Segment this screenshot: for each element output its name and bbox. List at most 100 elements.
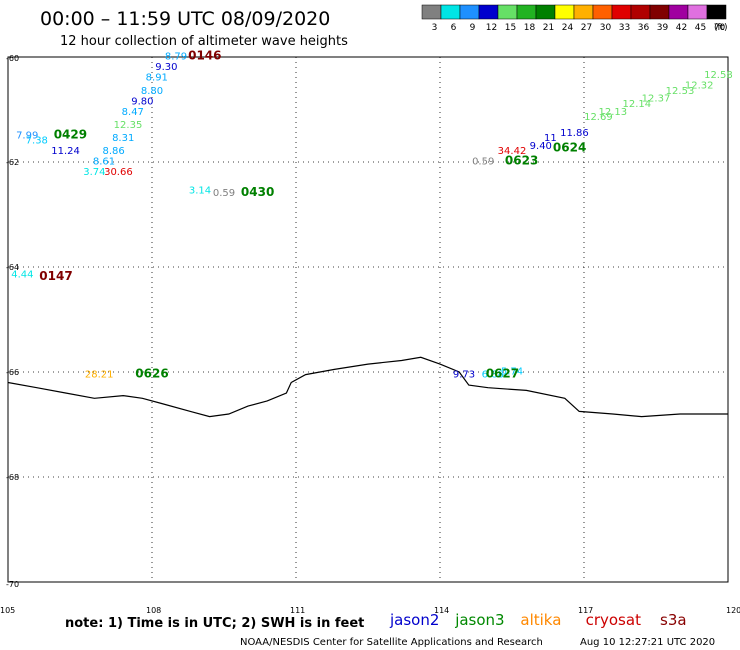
colorbar-label: 42 bbox=[676, 23, 687, 33]
y-tick-label: -66 bbox=[6, 368, 19, 377]
colorbar-swatch bbox=[706, 4, 727, 20]
colorbar-swatch bbox=[649, 4, 670, 20]
colorbar-label: 33 bbox=[619, 23, 630, 33]
wave-height-label: 8.47 bbox=[122, 107, 144, 118]
colorbar-label: 3 bbox=[432, 23, 438, 33]
wave-height-label: 3.74 bbox=[83, 167, 105, 178]
wave-height-label: 12.69 bbox=[584, 112, 613, 123]
satellite-legend-item: cryosat bbox=[586, 611, 641, 629]
wave-height-label: 0.59 bbox=[213, 188, 235, 199]
colorbar-swatch bbox=[459, 4, 480, 20]
wave-height-label: 9.80 bbox=[131, 96, 153, 107]
colorbar: 3 6 9 12 15 18 21 24 27 30 33 36 39 42 45 70 bbox=[421, 4, 727, 33]
colorbar-label: 6 bbox=[451, 23, 457, 33]
wave-height-label: 0.59 bbox=[472, 157, 494, 168]
pass-time-label: 0146 bbox=[188, 49, 221, 63]
wave-height-label: 9.30 bbox=[155, 62, 177, 73]
axis-ticks: 105 108 111 114 117 120 -60 -62 -64 -66 -68 -70 bbox=[0, 54, 740, 615]
colorbar-swatch bbox=[516, 4, 537, 20]
wave-height-label: 4.44 bbox=[11, 270, 33, 281]
y-tick-label: -62 bbox=[6, 158, 19, 167]
wave-height-label: 11.86 bbox=[560, 128, 589, 139]
colorbar-swatch bbox=[440, 4, 461, 20]
pass-time-label: 0626 bbox=[135, 366, 168, 380]
colorbar-label: 45 bbox=[695, 23, 706, 33]
pass-time-label: 0147 bbox=[39, 269, 72, 283]
wave-height-label: 8.80 bbox=[141, 86, 163, 97]
wave-height-label: 28.21 bbox=[85, 369, 114, 380]
colorbar-label: 24 bbox=[562, 23, 574, 33]
wave-height-label: 12.32 bbox=[685, 81, 714, 92]
grid-lines bbox=[8, 57, 728, 582]
colorbar-label: 21 bbox=[543, 23, 554, 33]
colorbar-label: 30 bbox=[600, 23, 612, 33]
colorbar-swatch bbox=[535, 4, 556, 20]
colorbar-label: 12 bbox=[486, 23, 497, 33]
pass-time-label: 0623 bbox=[505, 154, 538, 168]
y-tick-label: -60 bbox=[6, 54, 19, 63]
wave-height-label: 12.53 bbox=[666, 86, 695, 97]
wave-height-label: 8.61 bbox=[93, 157, 115, 168]
chart-title: 00:00 – 11:59 UTC 08/09/2020 bbox=[40, 8, 330, 30]
wave-height-label: 12.58 bbox=[704, 70, 733, 81]
y-tick-label: -68 bbox=[6, 473, 19, 482]
colorbar-swatch bbox=[611, 4, 632, 20]
y-tick-label: -70 bbox=[6, 580, 19, 589]
colorbar-label: 36 bbox=[638, 23, 650, 33]
colorbar-label: 15 bbox=[505, 23, 516, 33]
colorbar-swatch bbox=[497, 4, 518, 20]
wave-height-label: 12.14 bbox=[622, 99, 651, 110]
colorbar-swatch bbox=[687, 4, 708, 20]
colorbar-swatch bbox=[630, 4, 651, 20]
pass-time-label: 0429 bbox=[54, 127, 87, 141]
wave-height-label: 8.86 bbox=[102, 146, 124, 157]
pass-time-label: 0430 bbox=[241, 185, 274, 199]
wave-height-label: 11.24 bbox=[51, 146, 80, 157]
wave-height-label: 6.88 bbox=[482, 369, 504, 380]
satellite-legend-item: altika bbox=[520, 611, 561, 629]
colorbar-swatch bbox=[592, 4, 613, 20]
wave-height-label: 30.66 bbox=[104, 167, 133, 178]
colorbar-label: 27 bbox=[581, 23, 592, 33]
wave-height-label: 9.73 bbox=[453, 369, 475, 380]
colorbar-swatch bbox=[478, 4, 499, 20]
wave-height-label: 7.99 bbox=[16, 130, 38, 141]
satellite-legend-item: s3a bbox=[660, 611, 687, 629]
wave-height-label: 5.74 bbox=[501, 367, 523, 378]
y-tick-label: -64 bbox=[6, 263, 19, 272]
colorbar-swatch bbox=[668, 4, 689, 20]
wave-height-label: 8.91 bbox=[146, 73, 168, 84]
wave-height-label: 12.35 bbox=[114, 120, 143, 131]
x-tick-label: 111 bbox=[290, 606, 305, 615]
footer-credit: NOAA/NESDIS Center for Satellite Applica… bbox=[240, 637, 543, 648]
colorbar-label: 18 bbox=[524, 23, 536, 33]
x-tick-label: 108 bbox=[146, 606, 161, 615]
wave-height-label: 34.42 bbox=[498, 146, 527, 157]
satellite-legend-item: jason3 bbox=[454, 611, 504, 629]
colorbar-unit: (ft) bbox=[714, 23, 728, 33]
colorbar-label: 70 bbox=[714, 23, 726, 33]
footer-timestamp: Aug 10 12:27:21 UTC 2020 bbox=[580, 637, 715, 648]
colorbar-swatch bbox=[554, 4, 575, 20]
plot-frame bbox=[7, 56, 729, 583]
pass-times: 0146 0429 0147 0430 0626 0623 0624 0627 bbox=[39, 49, 586, 381]
wave-height-label: 3.14 bbox=[189, 186, 211, 197]
wave-height-label: 11 bbox=[544, 133, 557, 144]
footer-note: note: 1) Time is in UTC; 2) SWH is in fe… bbox=[65, 616, 364, 631]
x-tick-label: 120 bbox=[726, 606, 740, 615]
chart-subtitle: 12 hour collection of altimeter wave hei… bbox=[60, 34, 348, 49]
pass-time-label: 0627 bbox=[486, 366, 519, 380]
colorbar-label: 9 bbox=[470, 23, 476, 33]
x-tick-label: 114 bbox=[434, 606, 449, 615]
wave-height-label: 8.79 bbox=[165, 52, 187, 63]
x-tick-label: 105 bbox=[0, 606, 15, 615]
wave-height-label: 9.40 bbox=[530, 141, 552, 152]
colorbar-swatch bbox=[573, 4, 594, 20]
coastline bbox=[7, 356, 728, 418]
colorbar-swatch bbox=[421, 4, 442, 20]
wave-height-label: 12.37 bbox=[642, 94, 671, 105]
colorbar-label: 39 bbox=[657, 23, 669, 33]
wave-height-label: 7.38 bbox=[26, 136, 48, 147]
